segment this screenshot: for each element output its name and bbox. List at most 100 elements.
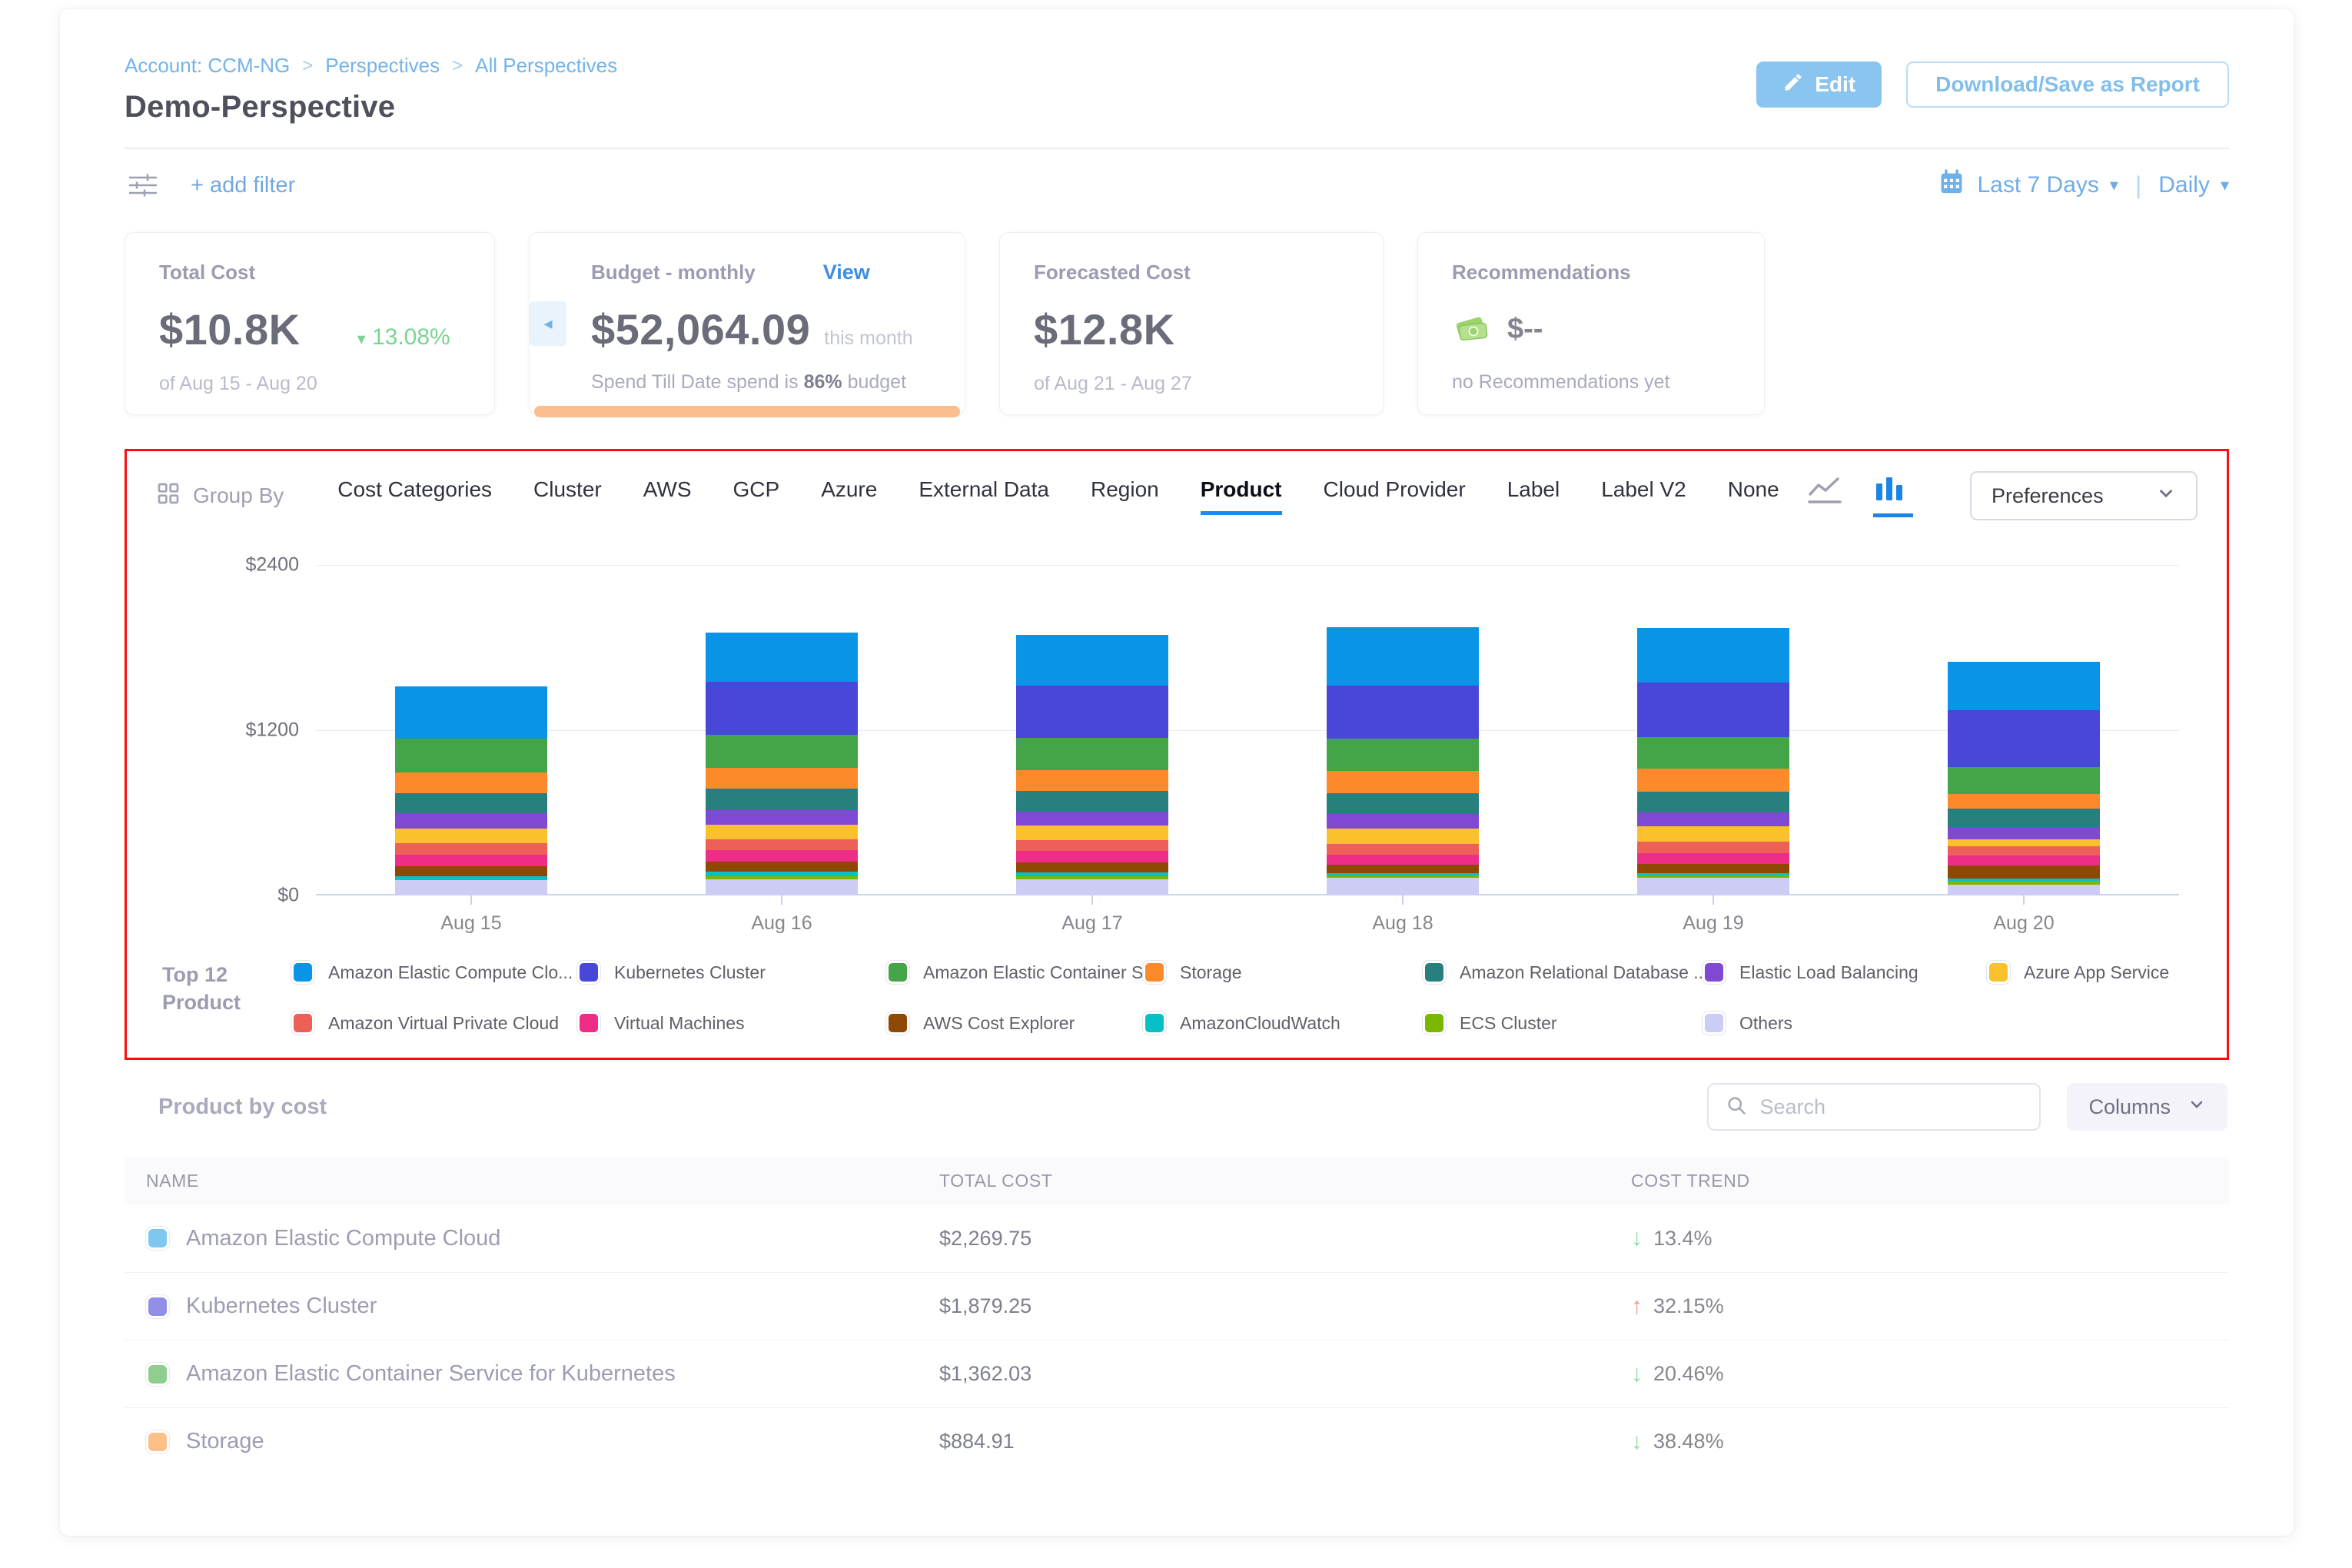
stacked-bar-aug-16[interactable]	[706, 632, 858, 895]
bar-chart-toggle-icon[interactable]	[1873, 474, 1913, 517]
bar-segment-amazon-relational-database-service[interactable]	[395, 793, 547, 813]
budget-view-link[interactable]: View	[822, 261, 870, 284]
bar-segment-amazon-elastic-container-service-for-kubernetes[interactable]	[1327, 738, 1479, 771]
date-range-dropdown[interactable]: Last 7 Days ▾	[1977, 172, 2118, 198]
legend-item-others[interactable]: Others	[1703, 1012, 1987, 1035]
table-row-storage[interactable]: Storage $884.91 ↓ 38.48%	[125, 1407, 2229, 1475]
table-row-amazon-elastic-compute-cloud[interactable]: Amazon Elastic Compute Cloud $2,269.75 ↓ 13…	[125, 1204, 2229, 1272]
bar-segment-amazoncloudwatch[interactable]	[706, 871, 858, 876]
column-header-cost-trend[interactable]: COST TREND	[1631, 1170, 1750, 1191]
bar-segment-amazon-elastic-container-service-for-kubernetes[interactable]	[395, 738, 547, 772]
bar-segment-amazoncloudwatch[interactable]	[1327, 873, 1479, 876]
bar-segment-amazon-relational-database-service[interactable]	[1327, 792, 1479, 815]
column-header-name[interactable]: NAME	[146, 1170, 199, 1191]
bar-segment-amazon-elastic-compute-cloud[interactable]	[395, 686, 547, 739]
bar-segment-storage[interactable]	[706, 768, 858, 789]
bar-segment-elastic-load-balancing[interactable]	[395, 812, 547, 829]
legend-item-amazon-relational-database[interactable]: Amazon Relational Database ...	[1423, 961, 1708, 984]
bar-segment-elastic-load-balancing[interactable]	[1637, 812, 1789, 827]
legend-item-aws-cost-explorer[interactable]: AWS Cost Explorer	[886, 1012, 1143, 1035]
legend-item-amazon-virtual-private-cloud[interactable]: Amazon Virtual Private Cloud	[291, 1012, 577, 1035]
bar-segment-amazon-elastic-compute-cloud[interactable]	[1016, 635, 1168, 686]
bar-segment-amazon-elastic-compute-cloud[interactable]	[1327, 626, 1479, 686]
bar-segment-azure-app-service[interactable]	[1327, 829, 1479, 844]
bar-segment-azure-app-service[interactable]	[395, 829, 547, 843]
bar-segment-amazoncloudwatch[interactable]	[1948, 878, 2100, 882]
bar-segment-azure-app-service[interactable]	[1948, 839, 2100, 847]
bar-segment-ecs-cluster[interactable]	[706, 875, 858, 880]
bar-segment-aws-cost-explorer[interactable]	[395, 866, 547, 876]
tab-product[interactable]: Product	[1200, 477, 1282, 515]
bar-segment-amazon-relational-database-service[interactable]	[1637, 791, 1789, 812]
bar-segment-ecs-cluster[interactable]	[1637, 875, 1789, 878]
columns-dropdown[interactable]: Columns	[2067, 1083, 2227, 1131]
stacked-bar-aug-20[interactable]	[1948, 662, 2100, 895]
bar-segment-amazon-relational-database-service[interactable]	[1016, 790, 1168, 812]
bar-segment-virtual-machines[interactable]	[395, 855, 547, 867]
tab-gcp[interactable]: GCP	[733, 477, 780, 501]
bar-segment-elastic-load-balancing[interactable]	[1948, 827, 2100, 839]
bar-segment-virtual-machines[interactable]	[706, 849, 858, 862]
line-chart-toggle-icon[interactable]	[1807, 474, 1847, 517]
bar-segment-virtual-machines[interactable]	[1327, 855, 1479, 865]
bar-segment-virtual-machines[interactable]	[1016, 850, 1168, 863]
bar-segment-aws-cost-explorer[interactable]	[1327, 864, 1479, 874]
legend-item-storage[interactable]: Storage	[1143, 961, 1423, 984]
bar-segment-ecs-cluster[interactable]	[1016, 875, 1168, 880]
bar-segment-amazon-elastic-container-service-for-kubernetes[interactable]	[1637, 737, 1789, 769]
bar-segment-kubernetes-cluster[interactable]	[706, 682, 858, 736]
legend-item-amazoncloudwatch[interactable]: AmazonCloudWatch	[1143, 1012, 1423, 1035]
tab-external-data[interactable]: External Data	[919, 477, 1049, 501]
bar-segment-kubernetes-cluster[interactable]	[1327, 685, 1479, 739]
bar-segment-aws-cost-explorer[interactable]	[1016, 862, 1168, 872]
legend-item-amazon-elastic-compute-clo[interactable]: Amazon Elastic Compute Clo...	[291, 961, 577, 984]
table-row-kubernetes-cluster[interactable]: Kubernetes Cluster $1,879.25 ↑ 32.15%	[125, 1272, 2229, 1340]
bar-segment-kubernetes-cluster[interactable]	[1637, 683, 1789, 737]
legend-item-ecs-cluster[interactable]: ECS Cluster	[1423, 1012, 1703, 1035]
bar-segment-amazon-elastic-container-service-for-kubernetes[interactable]	[706, 735, 858, 769]
bar-segment-kubernetes-cluster[interactable]	[1948, 710, 2100, 767]
column-header-total-cost[interactable]: TOTAL COST	[939, 1170, 1053, 1191]
bar-segment-amazon-virtual-private-cloud[interactable]	[1327, 843, 1479, 855]
tab-cluster[interactable]: Cluster	[533, 477, 602, 501]
bar-segment-elastic-load-balancing[interactable]	[1327, 814, 1479, 829]
bar-segment-ecs-cluster[interactable]	[1327, 875, 1479, 878]
bar-segment-amazon-virtual-private-cloud[interactable]	[1948, 846, 2100, 856]
tab-azure[interactable]: Azure	[821, 477, 878, 501]
stacked-bar-aug-18[interactable]	[1327, 626, 1479, 895]
tab-aws[interactable]: AWS	[643, 477, 692, 501]
bar-segment-amazon-relational-database-service[interactable]	[1948, 809, 2100, 828]
bar-segment-amazon-virtual-private-cloud[interactable]	[395, 842, 547, 855]
search-input[interactable]	[1759, 1095, 2023, 1119]
bar-segment-storage[interactable]	[1016, 770, 1168, 791]
tab-cost-categories[interactable]: Cost Categories	[337, 477, 493, 501]
bar-segment-ecs-cluster[interactable]	[1948, 881, 2100, 885]
download-save-report-button[interactable]: Download/Save as Report	[1906, 61, 2229, 108]
bar-segment-storage[interactable]	[1948, 794, 2100, 809]
bar-segment-amazon-elastic-compute-cloud[interactable]	[1948, 662, 2100, 711]
tab-cloud-provider[interactable]: Cloud Provider	[1323, 477, 1466, 501]
bar-segment-amazon-elastic-container-service-for-kubernetes[interactable]	[1948, 766, 2100, 795]
tab-label-v2[interactable]: Label V2	[1601, 477, 1686, 501]
stacked-bar-aug-17[interactable]	[1016, 635, 1168, 895]
budget-prev-button[interactable]: ◂	[530, 301, 566, 346]
legend-item-azure-app-service[interactable]: Azure App Service	[1987, 961, 2198, 984]
filter-sliders-icon[interactable]	[128, 172, 158, 198]
bar-segment-others[interactable]	[1948, 884, 2100, 895]
bar-segment-others[interactable]	[1637, 877, 1789, 895]
bar-segment-storage[interactable]	[395, 772, 547, 794]
bar-segment-amazoncloudwatch[interactable]	[395, 875, 547, 881]
bar-segment-elastic-load-balancing[interactable]	[1016, 811, 1168, 826]
bar-segment-others[interactable]	[706, 879, 858, 895]
stacked-bar-aug-19[interactable]	[1637, 628, 1789, 895]
bar-segment-azure-app-service[interactable]	[1016, 825, 1168, 841]
bar-segment-others[interactable]	[395, 880, 547, 895]
tab-none[interactable]: None	[1727, 477, 1779, 501]
preferences-dropdown[interactable]: Preferences	[1970, 471, 2198, 520]
bar-segment-amazon-virtual-private-cloud[interactable]	[1016, 840, 1168, 851]
bar-segment-aws-cost-explorer[interactable]	[1948, 865, 2100, 879]
legend-item-virtual-machines[interactable]: Virtual Machines	[577, 1012, 886, 1035]
bar-segment-aws-cost-explorer[interactable]	[706, 862, 858, 872]
bar-segment-aws-cost-explorer[interactable]	[1637, 863, 1789, 874]
table-search[interactable]	[1707, 1083, 2041, 1131]
